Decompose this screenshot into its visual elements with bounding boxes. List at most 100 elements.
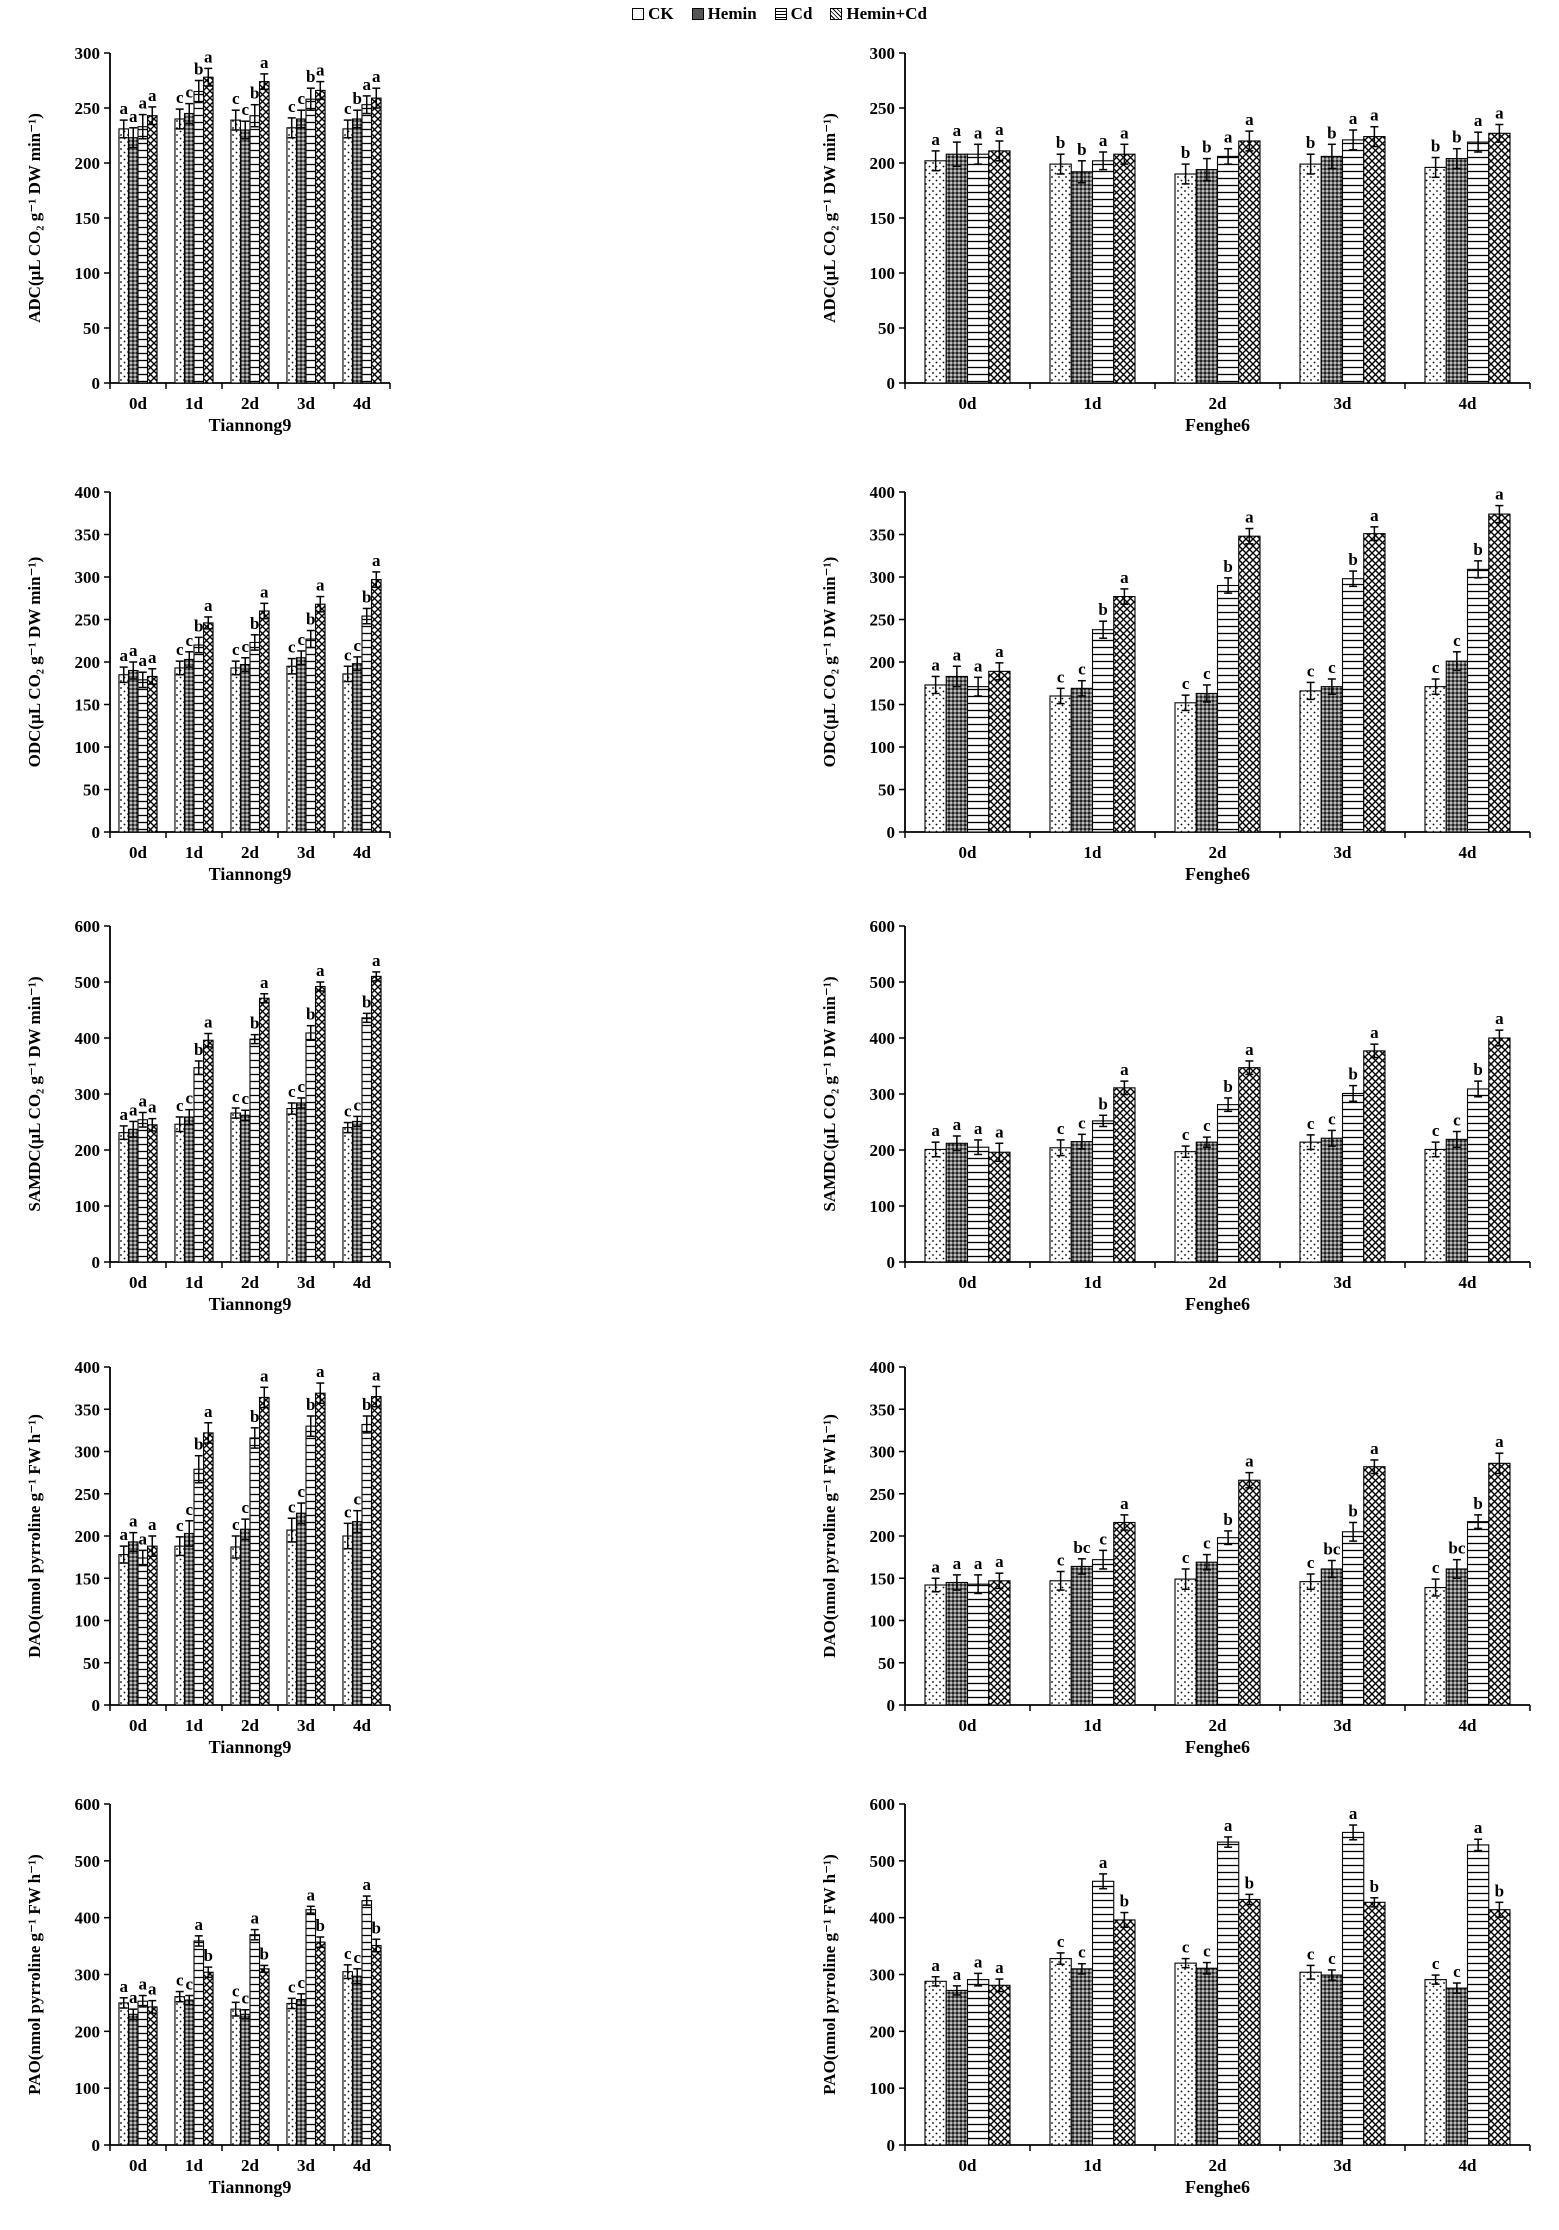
chart-1-bar-ck-0d	[118, 128, 130, 384]
chart-5-ytick-label: 600	[75, 917, 101, 936]
chart-9-sig-letter-cd-4d: a	[363, 1875, 372, 1894]
chart-9-bar-hemin-cd-0d	[146, 2006, 158, 2146]
chart-9-ylabel: PAO(nmol pyrroline g⁻¹ FW h⁻¹)	[25, 1854, 44, 2095]
chart-4-bar-hemin-cd-4d	[1488, 513, 1511, 833]
chart-9-sig-letter-ck-2d: c	[232, 1981, 240, 2000]
chart-1-bar-cd-1d	[193, 90, 205, 384]
chart-2-sig-letter-ck-4d: b	[1431, 137, 1440, 156]
chart-9-bar-hemin-2d	[239, 2013, 251, 2146]
chart-1-bar-cd-3d	[305, 98, 317, 384]
chart-3-sig-letter-hemin-cd-2d: a	[260, 582, 269, 601]
chart-1-sig-letter-ck-3d: c	[288, 97, 296, 116]
chart-8-bar-ck-2d	[1174, 1578, 1197, 1706]
chart-2-sig-letter-hemin-cd-4d: a	[1495, 104, 1504, 123]
chart-4-category-label: 2d	[1209, 843, 1228, 862]
chart-5-category-label: 4d	[353, 1273, 372, 1292]
legend-swatch-cd	[774, 8, 787, 20]
chart-10-sig-letter-ck-0d: a	[931, 1956, 940, 1975]
chart-9-sig-letter-hemin-cd-1d: b	[204, 1946, 213, 1965]
chart-8-ytick-label: 250	[870, 1485, 896, 1504]
chart-5-bar-hemin-cd-4d	[370, 975, 382, 1263]
chart-3-sig-letter-ck-2d: c	[232, 640, 240, 659]
chart-10-bar-hemin-cd-1d	[1113, 1919, 1136, 2146]
chart-2-bar-hemin-3d	[1320, 155, 1344, 384]
chart-10-sig-letter-cd-3d: a	[1349, 1804, 1358, 1823]
chart-1-category-label: 1d	[185, 394, 204, 413]
chart-7-sig-letter-ck-2d: c	[232, 1515, 240, 1534]
chart-7-sig-letter-ck-0d: a	[119, 1525, 128, 1544]
chart-1-sig-letter-cd-2d: b	[250, 84, 259, 103]
chart-5-bar-ck-4d	[342, 1127, 354, 1263]
chart-7-xlabel: Tiannong9	[209, 1737, 292, 1757]
chart-5-ytick-label: 100	[75, 1197, 101, 1216]
chart-6-category-label: 3d	[1334, 1273, 1353, 1292]
chart-9-bar-hemin-0d	[127, 2013, 139, 2146]
chart-4-bar-cd-4d	[1466, 568, 1490, 833]
chart-6-bar-cd-0d	[966, 1146, 990, 1263]
chart-6-bar-hemin-1d	[1070, 1141, 1094, 1263]
chart-1-category-label: 2d	[241, 394, 260, 413]
chart-7-bar-hemin-0d	[127, 1541, 139, 1706]
chart-8-sig-letter-hemin-2d: c	[1203, 1534, 1211, 1553]
chart-6-ytick-label: 400	[870, 1029, 896, 1048]
chart-6-bar-ck-3d	[1299, 1141, 1322, 1263]
chart-2-bar-hemin-cd-3d	[1363, 136, 1386, 384]
chart-1-bar-cd-4d	[361, 104, 373, 384]
chart-10-xlabel: Fenghe6	[1185, 2177, 1250, 2197]
chart-3-sig-letter-hemin-3d: c	[297, 630, 305, 649]
chart-5-sig-letter-cd-2d: b	[250, 1014, 259, 1033]
chart-7-bar-ck-4d	[342, 1535, 354, 1706]
chart-4-bar-hemin-3d	[1320, 686, 1344, 833]
chart-4-bar-hemin-2d	[1195, 692, 1219, 833]
chart-6-category-label: 0d	[959, 1273, 978, 1292]
chart-4-ylabel: ODC(μL CO₂ g⁻¹ DW min⁻¹)	[820, 557, 839, 768]
legend-swatch-ck	[632, 8, 645, 20]
chart-8-bar-hemin-cd-4d	[1488, 1462, 1511, 1706]
chart-3-sig-letter-cd-0d: a	[139, 651, 148, 670]
chart-3-sig-letter-cd-1d: b	[194, 616, 203, 635]
chart-5-bar-hemin-4d	[351, 1120, 363, 1263]
chart-4-ytick-label: 300	[870, 568, 896, 587]
chart-10-bar-hemin-4d	[1445, 1987, 1469, 2146]
chart-1-sig-letter-cd-1d: b	[194, 60, 203, 79]
chart-2-sig-letter-hemin-3d: b	[1327, 123, 1336, 142]
chart-5-sig-letter-hemin-cd-2d: a	[260, 973, 269, 992]
chart-6-bar-cd-2d	[1216, 1104, 1240, 1263]
chart-3-bar-ck-3d	[286, 665, 298, 833]
chart-7-bar-cd-3d	[305, 1425, 317, 1706]
chart-6-bar-hemin-2d	[1195, 1141, 1219, 1263]
chart-5-sig-letter-ck-1d: c	[176, 1096, 184, 1115]
chart-1-sig-letter-cd-3d: b	[306, 67, 315, 86]
chart-2-category-label: 1d	[1084, 394, 1103, 413]
chart-6-bar-hemin-cd-2d	[1238, 1067, 1261, 1263]
chart-7-sig-letter-hemin-0d: a	[129, 1512, 138, 1531]
chart-5-bar-hemin-0d	[127, 1128, 139, 1263]
chart-9-sig-letter-hemin-4d: c	[353, 1948, 361, 1967]
chart-6-sig-letter-ck-2d: c	[1182, 1125, 1190, 1144]
chart-2-xlabel: Fenghe6	[1185, 415, 1250, 435]
chart-8-xlabel: Fenghe6	[1185, 1737, 1250, 1757]
chart-5-bar-hemin-cd-2d	[258, 997, 270, 1263]
chart-2-sig-letter-hemin-cd-3d: a	[1370, 106, 1379, 125]
chart-2-category-label: 0d	[959, 394, 978, 413]
chart-8-ytick-label: 350	[870, 1400, 896, 1419]
chart-6-ytick-label: 0	[887, 1253, 896, 1272]
chart-2-bar-cd-1d	[1091, 160, 1115, 384]
chart-8-ytick-label: 50	[878, 1654, 895, 1673]
chart-4-sig-letter-cd-0d: a	[974, 656, 983, 675]
chart-4-sig-letter-hemin-cd-3d: a	[1370, 506, 1379, 525]
chart-8-sig-letter-hemin-cd-0d: a	[995, 1552, 1004, 1571]
chart-3-bar-hemin-cd-3d	[314, 603, 326, 833]
chart-10-sig-letter-hemin-1d: c	[1078, 1943, 1086, 1962]
chart-4-sig-letter-hemin-4d: c	[1453, 631, 1461, 650]
chart-8-sig-letter-ck-0d: a	[931, 1557, 940, 1576]
chart-6-sig-letter-cd-2d: b	[1223, 1077, 1232, 1096]
chart-1-bar-ck-1d	[174, 118, 186, 384]
chart-5-category-label: 2d	[241, 1273, 260, 1292]
chart-3-sig-letter-hemin-1d: c	[185, 631, 193, 650]
chart-1-bar-hemin-1d	[183, 112, 195, 384]
chart-4-bar-ck-1d	[1049, 695, 1072, 833]
legend-swatch-hemin-cd	[830, 8, 843, 20]
chart-4-bar-hemin-1d	[1070, 687, 1094, 833]
